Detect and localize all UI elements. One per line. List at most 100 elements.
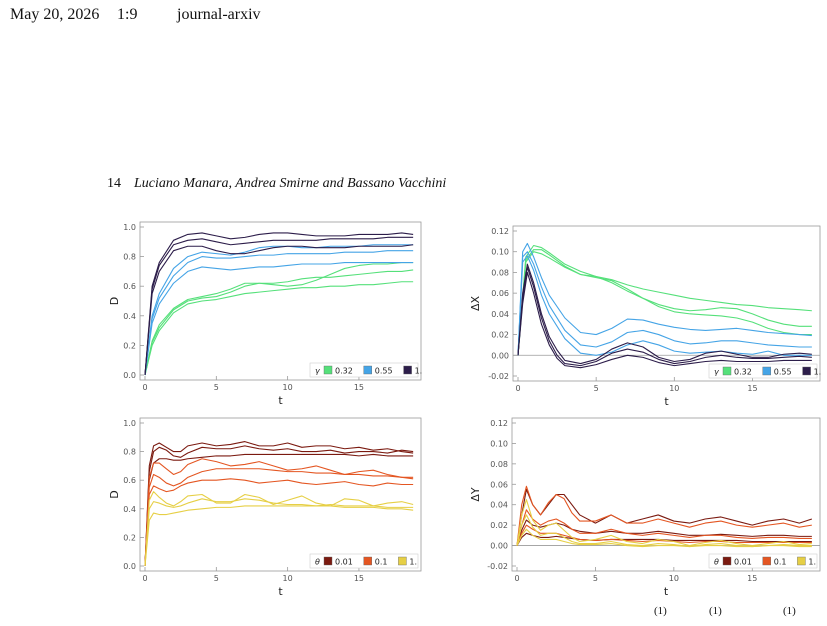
- y-tick-label: 0.02: [490, 521, 508, 530]
- x-tick-label: 15: [354, 383, 364, 392]
- y-tick-label: 0.04: [490, 501, 508, 510]
- legend-swatch: [363, 365, 372, 375]
- chart-DX-gamma: -0.02 0.00 0.02 0.04 0.06 0.08 0.10 0.12 0 5 10 15 t…: [469, 225, 822, 408]
- x-tick-label: 0: [142, 574, 147, 583]
- series-line-4: [144, 458, 414, 567]
- header-time: 1:9: [117, 6, 138, 23]
- legend-swatch: [762, 366, 771, 376]
- y-tick-label: 0.4: [123, 505, 136, 514]
- y-tick-label: 0.0: [123, 562, 136, 571]
- x-tick-label: 10: [669, 384, 679, 393]
- legend-entry-label: 0.1: [375, 558, 388, 567]
- series-line-4: [144, 261, 414, 376]
- y-axis-label: ΔX: [469, 296, 482, 312]
- series-line-4: [517, 242, 812, 356]
- x-tick-label: 10: [669, 574, 679, 583]
- x-tick-label: 0: [515, 384, 520, 393]
- caption-fragment: (1) (1) (1): [0, 605, 827, 626]
- x-axis-label: t: [664, 585, 669, 598]
- series-line-2: [144, 269, 414, 376]
- superscript-1: (1): [654, 605, 667, 617]
- legend-entry-label: 0.32: [734, 368, 752, 377]
- legend-entry-label: 1.: [814, 368, 822, 377]
- legend-entry-label: 0.01: [335, 558, 353, 567]
- legend-swatch: [323, 556, 333, 566]
- superscript-2: (1): [709, 605, 722, 617]
- series-line-3: [517, 249, 812, 356]
- y-tick-label: 0.6: [123, 282, 136, 291]
- plot-frame: [511, 417, 821, 572]
- y-tick-label: 0.06: [490, 480, 508, 489]
- series-line-6: [517, 255, 812, 356]
- x-axis-label: t: [278, 394, 283, 407]
- legend-swatch: [398, 556, 407, 566]
- y-tick-label: 0.2: [123, 341, 136, 350]
- series-line-3: [516, 532, 812, 546]
- legend-entry-label: 0.32: [335, 367, 353, 376]
- legend: γ 0.32 0.55 1.: [309, 362, 422, 378]
- y-tick-label: 0.10: [490, 439, 508, 448]
- series-line-5: [516, 509, 812, 546]
- x-tick-label: 15: [747, 574, 757, 583]
- y-tick-label: -0.02: [488, 372, 509, 381]
- legend-entry-label: 1.: [409, 558, 417, 567]
- y-tick-label: 0.08: [491, 268, 509, 277]
- x-tick-label: 10: [283, 383, 293, 392]
- series-line-8: [517, 266, 812, 367]
- y-axis-label: D: [108, 297, 121, 305]
- plot-frame: [139, 417, 422, 572]
- y-tick-label: 0.0: [123, 371, 136, 380]
- x-tick-label: 5: [214, 574, 219, 583]
- legend-swatch: [722, 556, 732, 566]
- header-date: May 20, 2026: [10, 6, 100, 23]
- legend-swatch: [722, 366, 732, 376]
- series-line-5: [144, 468, 414, 567]
- y-tick-label: 0.02: [491, 331, 509, 340]
- legend-swatch: [323, 365, 333, 375]
- series-line-5: [517, 251, 812, 356]
- legend-symbol: θ: [714, 558, 719, 567]
- legend-swatch: [797, 556, 806, 566]
- y-tick-label: 0.6: [123, 476, 136, 485]
- series-line-2: [517, 244, 812, 356]
- y-axis-label: D: [108, 490, 121, 498]
- legend-entry-label: 0.01: [734, 558, 752, 567]
- legend-swatch: [403, 365, 412, 375]
- legend-entry-label: 0.55: [774, 368, 792, 377]
- legend-swatch: [802, 366, 811, 376]
- y-tick-label: 1.0: [123, 223, 136, 232]
- y-tick-label: 0.06: [491, 289, 509, 298]
- x-axis-label: t: [664, 395, 669, 408]
- series-line-2: [144, 445, 414, 567]
- legend-symbol: γ: [714, 368, 720, 377]
- y-tick-label: 0.00: [491, 351, 509, 360]
- x-axis-label: t: [278, 585, 283, 598]
- y-tick-label: 0.08: [490, 460, 508, 469]
- series-line-9: [144, 505, 414, 567]
- y-tick-label: -0.02: [487, 562, 508, 571]
- plot-frame: [512, 225, 821, 382]
- series-line-9: [516, 528, 812, 548]
- y-tick-label: 0.8: [123, 448, 136, 457]
- y-tick-label: 1.0: [123, 419, 136, 428]
- legend: θ 0.01 0.1 1.: [708, 553, 818, 569]
- author-line: Luciano Manara, Andrea Smirne and Bassan…: [134, 176, 447, 191]
- series-line-3: [144, 453, 414, 567]
- y-tick-label: 0.12: [491, 227, 509, 236]
- series-line-7: [144, 491, 414, 567]
- series-line-1: [144, 281, 414, 376]
- superscript-3: (1): [783, 605, 796, 617]
- chart-D-theta: 0.0 0.2 0.4 0.6 0.8 1.0 0 5 10 15 t Dθ 0.01 0.1 1.: [108, 417, 422, 598]
- series-line-1: [517, 251, 812, 356]
- legend: γ 0.32 0.55 1.: [708, 363, 822, 379]
- running-head: 14 Luciano Manara, Andrea Smirne and Bas…: [0, 176, 827, 200]
- legend-symbol: θ: [315, 558, 320, 567]
- legend: θ 0.01 0.1 1.: [309, 553, 419, 569]
- y-tick-label: 0.12: [490, 419, 508, 428]
- page-header: May 20, 2026 1:9 journal-arxiv: [0, 0, 827, 30]
- y-tick-label: 0.04: [491, 310, 509, 319]
- series-line-6: [144, 478, 414, 567]
- legend-entry-label: 1.: [808, 558, 816, 567]
- y-axis-label: ΔY: [469, 487, 482, 502]
